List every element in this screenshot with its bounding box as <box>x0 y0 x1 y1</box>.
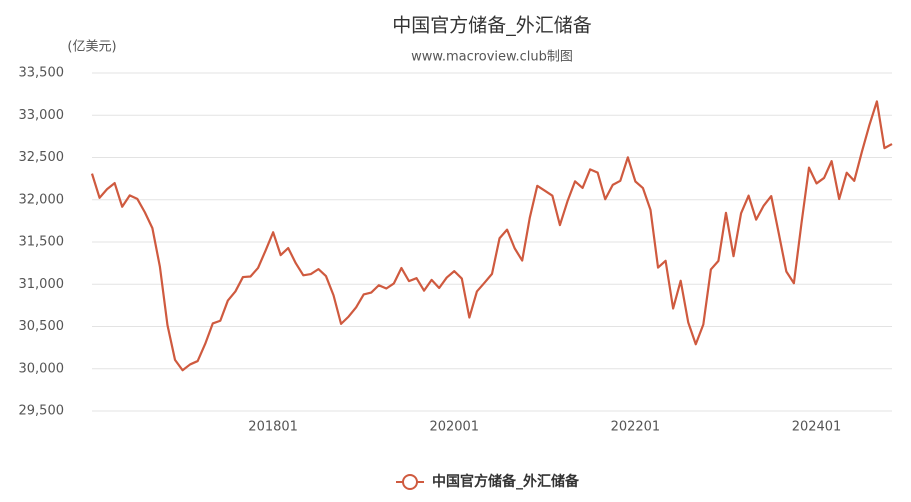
y-tick-label: 33,000 <box>19 108 65 123</box>
x-tick-label: 202201 <box>611 420 661 435</box>
y-unit: (亿美元) <box>67 40 116 55</box>
y-tick-label: 30,500 <box>19 319 65 334</box>
x-tick-label: 202001 <box>429 420 479 435</box>
y-tick-label: 29,500 <box>19 404 65 419</box>
data-line <box>90 100 893 372</box>
y-tick-label: 33,500 <box>19 66 65 81</box>
y-tick-label: 30,000 <box>19 361 65 376</box>
y-tick-label: 32,000 <box>19 192 65 207</box>
legend-marker <box>402 474 418 490</box>
y-tick-label: 31,000 <box>19 277 65 292</box>
chart-title: 中国官方储备_外汇储备 <box>392 15 592 37</box>
x-tick-label: 202401 <box>792 420 842 435</box>
y-tick-label: 32,500 <box>19 150 65 165</box>
legend-label: 中国官方储备_外汇储备 <box>432 473 580 490</box>
y-tick-label: 31,500 <box>19 235 65 250</box>
chart-subtitle: www.macroview.club制图 <box>411 50 573 65</box>
x-tick-label: 201801 <box>248 420 298 435</box>
